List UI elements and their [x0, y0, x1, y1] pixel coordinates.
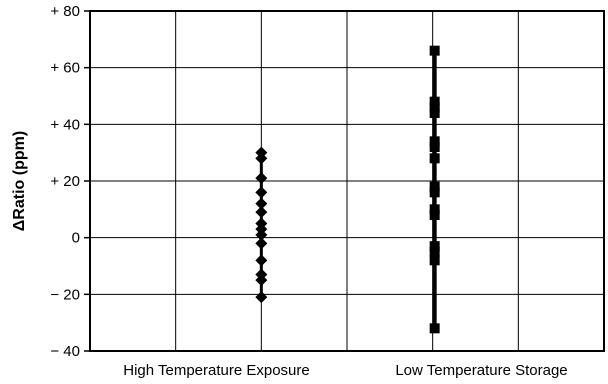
data-point-square	[429, 142, 440, 152]
data-point-square	[429, 246, 440, 257]
series-group	[255, 45, 440, 334]
data-point-diamond	[255, 172, 268, 185]
data-point-square	[429, 323, 440, 334]
grid	[90, 10, 604, 352]
series-low-temperature-storage	[429, 45, 440, 334]
data-point-square	[429, 108, 440, 118]
data-point-square	[429, 102, 440, 113]
data-point-diamond	[255, 291, 268, 304]
y-tick-label: 0	[72, 230, 80, 247]
y-axis-ticks: − 40 − 20 0 + 20 + 40 + 60 + 80	[50, 3, 90, 360]
data-point-square	[429, 136, 440, 147]
data-point-square	[429, 153, 440, 164]
data-point-square	[429, 181, 440, 192]
data-point-diamond	[255, 152, 268, 165]
data-point-diamond	[255, 206, 268, 219]
data-point-square	[429, 187, 440, 198]
data-point-diamond	[255, 254, 268, 267]
data-point-square	[429, 204, 440, 215]
x-category-label: High Temperature Exposure	[123, 362, 310, 379]
data-point-square	[429, 96, 440, 107]
data-point-square	[429, 241, 440, 252]
data-point-diamond	[255, 237, 268, 250]
y-tick-label: − 20	[50, 286, 80, 303]
y-tick-label: + 80	[50, 3, 80, 20]
data-point-diamond	[255, 228, 268, 241]
y-axis-title: ΔRatio (ppm)	[11, 131, 28, 231]
data-point-diamond	[255, 274, 268, 287]
plot-frame	[89, 10, 605, 352]
series-high-temperature-exposure	[255, 146, 268, 304]
data-point-square	[429, 210, 440, 220]
y-tick-label: + 20	[50, 173, 80, 190]
x-category-label: Low Temperature Storage	[395, 362, 567, 379]
data-point-diamond	[255, 186, 268, 199]
y-tick-label: − 40	[50, 343, 80, 360]
x-axis-category-labels: High Temperature Exposure Low Temperature…	[123, 362, 567, 379]
data-point-square	[429, 255, 440, 266]
y-tick-label: + 60	[50, 60, 80, 77]
y-tick-label: + 40	[50, 116, 80, 133]
data-point-diamond	[255, 197, 268, 210]
data-point-square	[429, 45, 440, 56]
